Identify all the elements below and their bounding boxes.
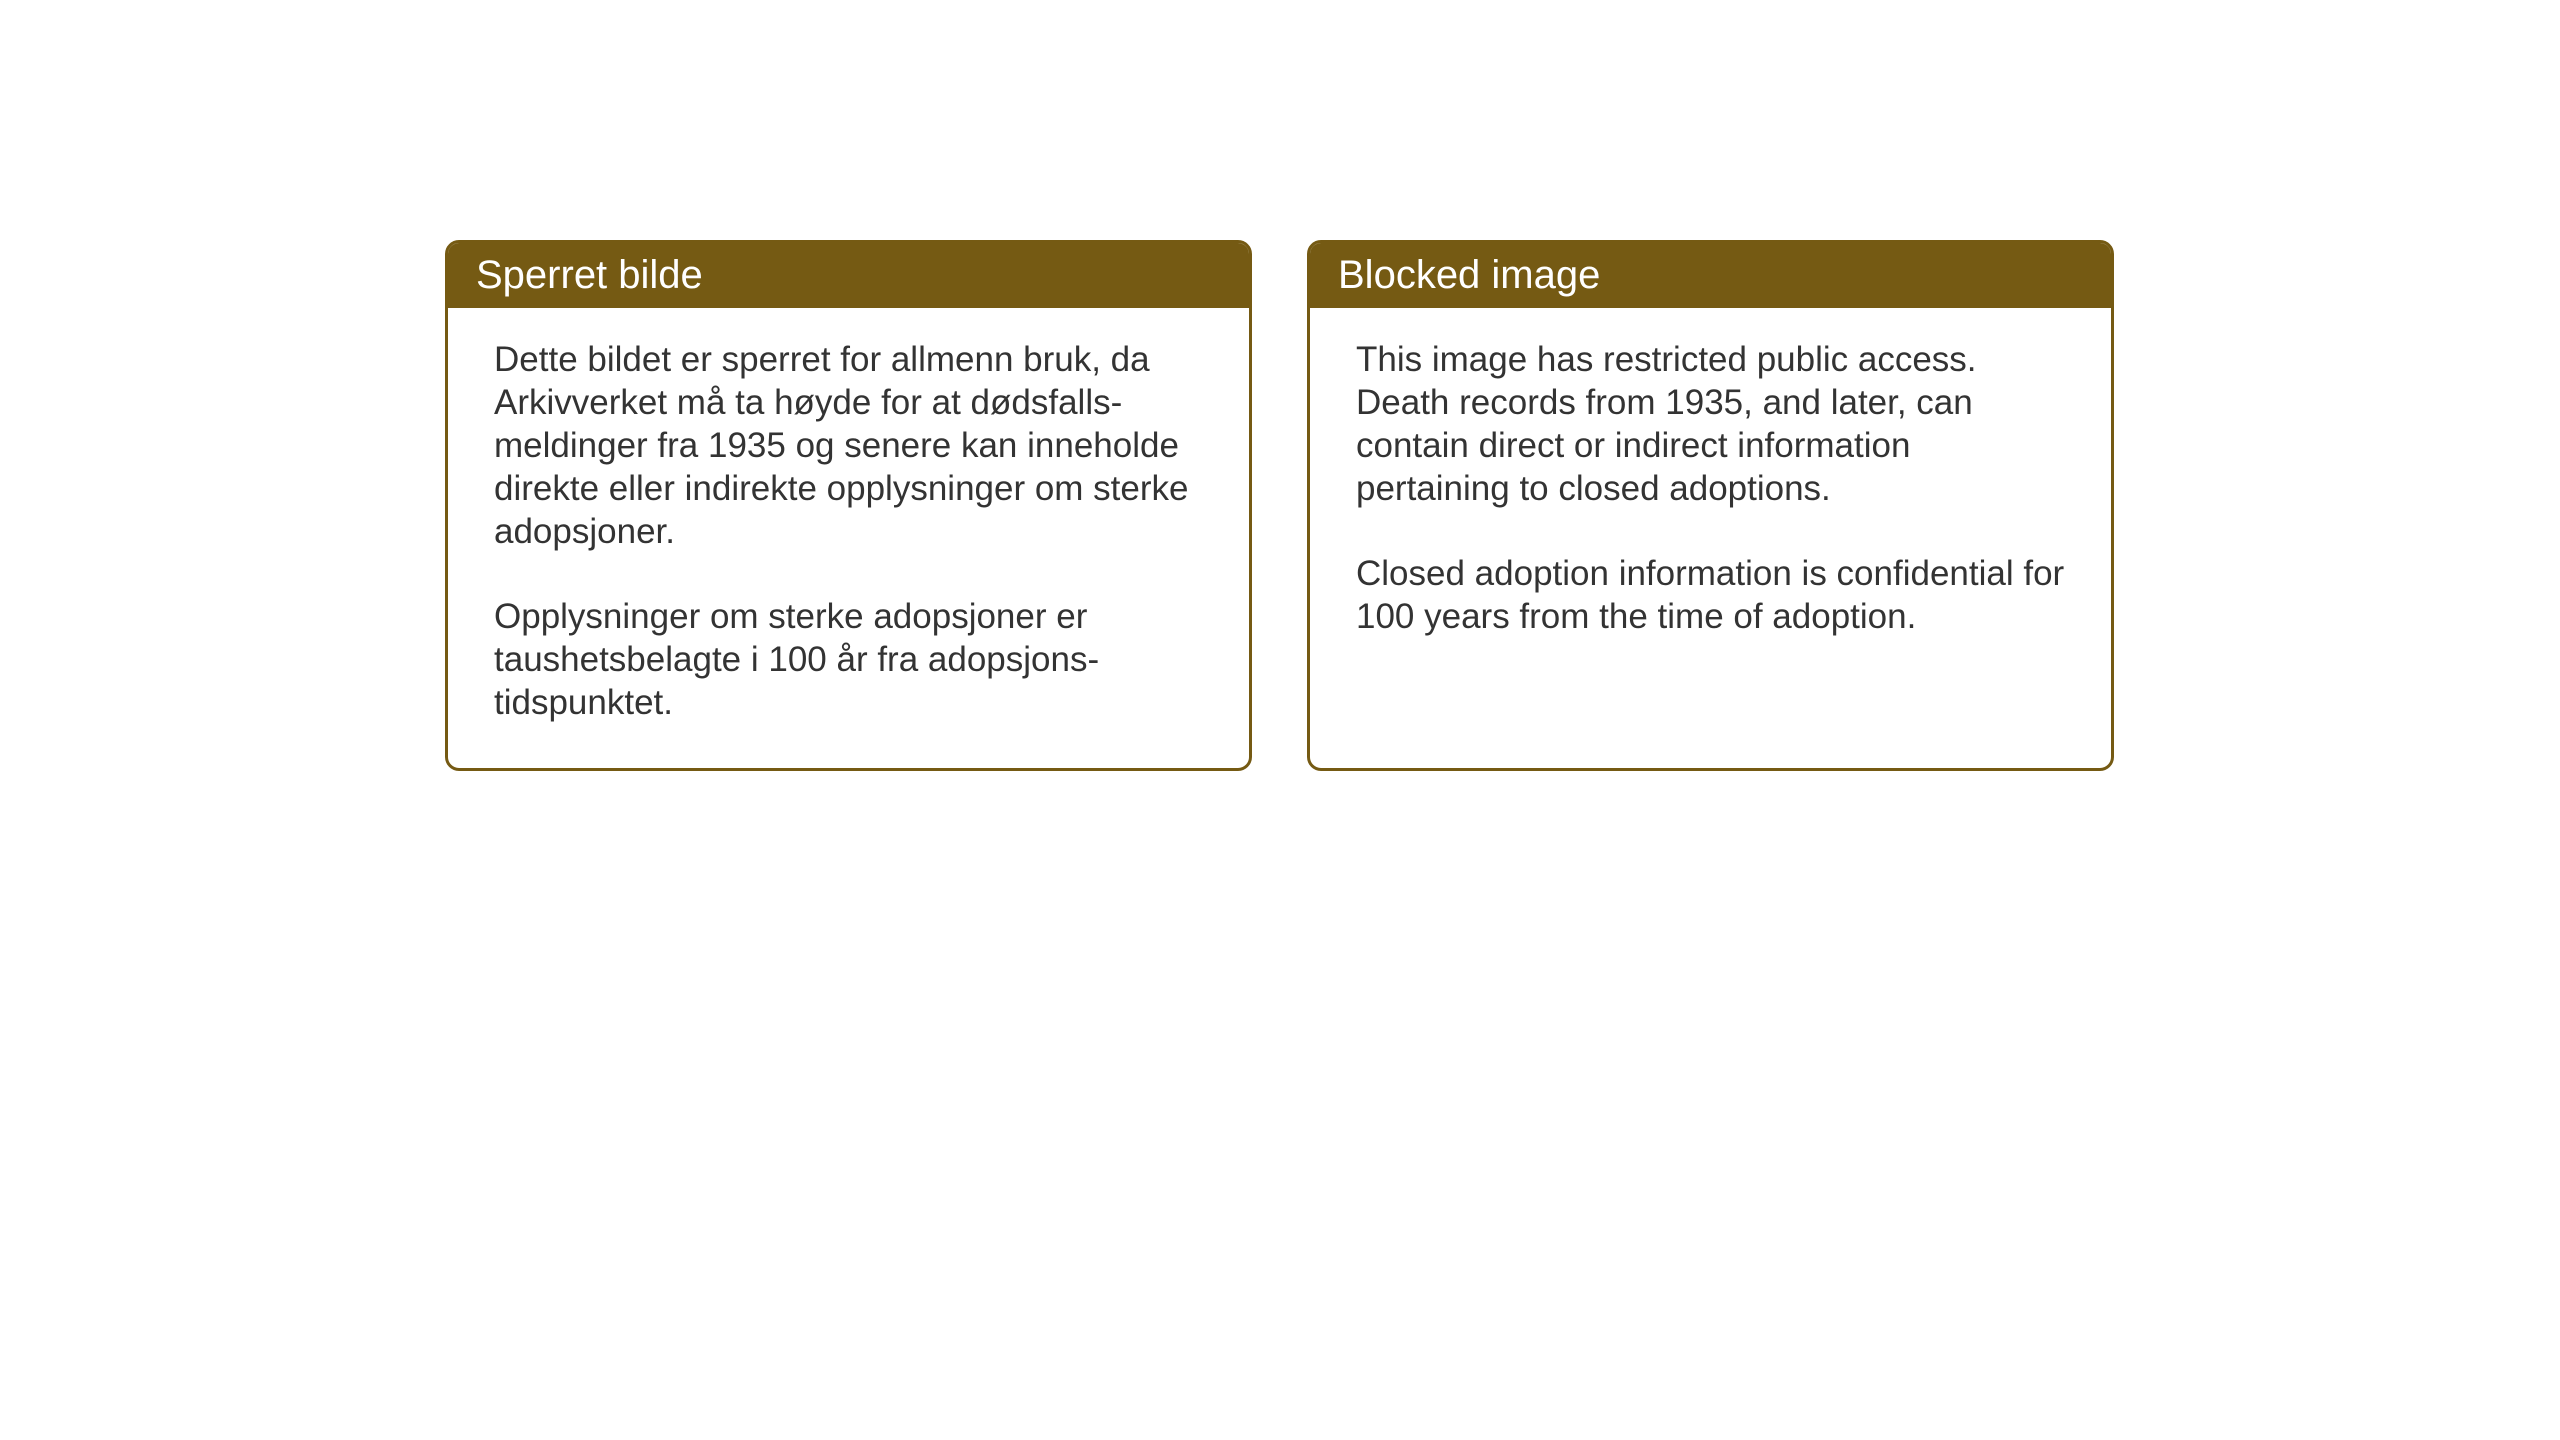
norwegian-paragraph-2: Opplysninger om sterke adopsjoner er tau… bbox=[494, 595, 1203, 724]
norwegian-card-body: Dette bildet er sperret for allmenn bruk… bbox=[448, 308, 1249, 768]
norwegian-card-title: Sperret bilde bbox=[448, 243, 1249, 308]
english-paragraph-2: Closed adoption information is confident… bbox=[1356, 552, 2065, 638]
norwegian-notice-card: Sperret bilde Dette bildet er sperret fo… bbox=[445, 240, 1252, 771]
norwegian-paragraph-1: Dette bildet er sperret for allmenn bruk… bbox=[494, 338, 1203, 553]
english-card-body: This image has restricted public access.… bbox=[1310, 308, 2111, 682]
english-card-title: Blocked image bbox=[1310, 243, 2111, 308]
english-paragraph-1: This image has restricted public access.… bbox=[1356, 338, 2065, 510]
notice-container: Sperret bilde Dette bildet er sperret fo… bbox=[445, 240, 2114, 771]
english-notice-card: Blocked image This image has restricted … bbox=[1307, 240, 2114, 771]
